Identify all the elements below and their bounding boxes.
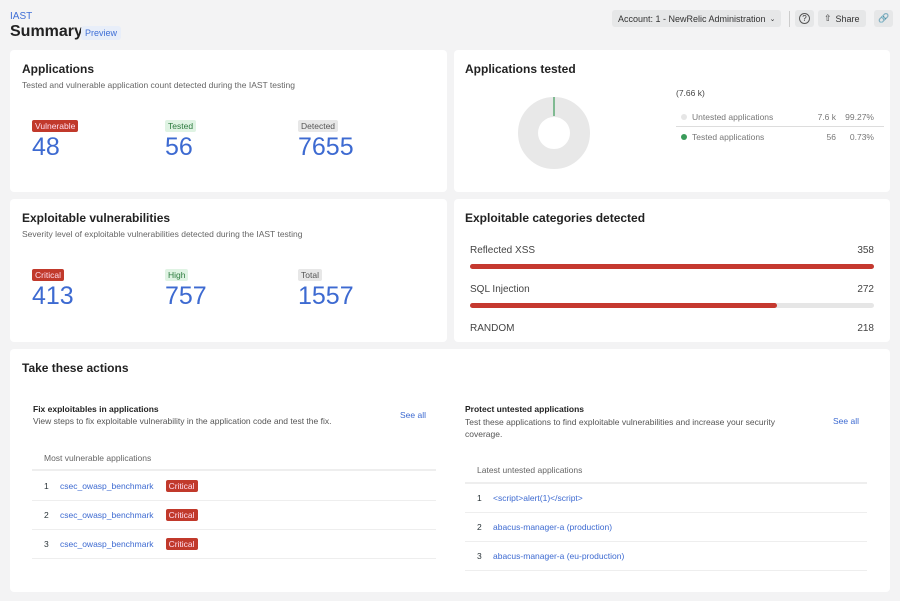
stat-total: Total 1557 bbox=[298, 265, 354, 310]
legend-row-untested[interactable]: Untested applications 7.6 k 99.27% bbox=[676, 107, 884, 127]
stat-value: 757 bbox=[165, 282, 207, 310]
fix-desc: View steps to fix exploitable vulnerabil… bbox=[33, 416, 332, 426]
category-reflected-xss[interactable]: Reflected XSS 358 bbox=[470, 245, 874, 269]
stat-value: 7655 bbox=[298, 133, 354, 161]
account-label: Account: 1 - NewRelic Administration bbox=[618, 13, 766, 24]
row-rank: 3 bbox=[477, 551, 482, 561]
category-bar bbox=[470, 264, 874, 269]
stat-label: Detected bbox=[298, 120, 339, 132]
legend-pct: 0.73% bbox=[849, 132, 874, 142]
protect-desc: Test these applications to find exploita… bbox=[465, 417, 775, 439]
card-title: Exploitable categories detected bbox=[465, 211, 646, 225]
share-label: Share bbox=[835, 13, 860, 24]
card-title: Take these actions bbox=[22, 361, 129, 375]
stat-label: Critical bbox=[32, 269, 64, 281]
category-sql-injection[interactable]: SQL Injection 272 bbox=[470, 284, 874, 308]
app-link[interactable]: csec_owasp_benchmark bbox=[60, 510, 154, 520]
share-icon: ⇧ bbox=[824, 13, 832, 23]
row-rank: 3 bbox=[44, 539, 49, 549]
card-subtitle: Tested and vulnerable application count … bbox=[22, 80, 295, 90]
legend-total: (7.66 k) bbox=[676, 88, 705, 98]
fix-title: Fix exploitables in applications bbox=[33, 404, 159, 414]
category-bar-track bbox=[470, 264, 874, 269]
legend-pct: 99.27% bbox=[845, 111, 874, 122]
exploitable-vulnerabilities-card: Exploitable vulnerabilities Severity lev… bbox=[10, 199, 447, 342]
legend-value: 7.6 k bbox=[817, 111, 836, 122]
protect-table-header: Latest untested applications bbox=[465, 458, 867, 484]
legend-label: Untested applications bbox=[692, 111, 774, 122]
table-row: 3 abacus-manager-a (eu-production) bbox=[465, 542, 867, 571]
category-label: RANDOM bbox=[470, 323, 515, 334]
stat-label: Total bbox=[298, 269, 322, 281]
card-subtitle: Severity level of exploitable vulnerabil… bbox=[22, 229, 303, 239]
stat-label: Tested bbox=[165, 120, 197, 132]
stat-critical: Critical 413 bbox=[32, 265, 74, 310]
category-label: SQL Injection bbox=[470, 284, 530, 295]
protect-title: Protect untested applications bbox=[465, 404, 585, 414]
table-row: 2 abacus-manager-a (production) bbox=[465, 513, 867, 542]
fix-table-header: Most vulnerable applications bbox=[32, 447, 436, 471]
stat-value: 1557 bbox=[298, 282, 354, 310]
card-title: Applications bbox=[22, 62, 95, 76]
severity-badge: Critical bbox=[165, 509, 198, 521]
category-random[interactable]: RANDOM 218 bbox=[470, 323, 874, 334]
legend-row-tested[interactable]: Tested applications 56 0.73% bbox=[676, 127, 884, 147]
stat-high: High 757 bbox=[165, 265, 207, 310]
donut-chart bbox=[518, 97, 590, 169]
applications-tested-card: Applications tested (7.66 k) Untested ap… bbox=[454, 50, 890, 192]
legend-value: 56 bbox=[826, 132, 836, 142]
account-selector[interactable]: Account: 1 - NewRelic Administration ⌄ bbox=[612, 10, 782, 27]
category-value: 218 bbox=[857, 323, 874, 334]
stat-label: High bbox=[165, 269, 189, 281]
preview-badge: Preview bbox=[81, 26, 122, 40]
row-rank: 1 bbox=[44, 481, 49, 491]
table-row: 1 <script>alert(1)</script> bbox=[465, 484, 867, 513]
severity-badge: Critical bbox=[165, 538, 198, 550]
severity-badge: Critical bbox=[165, 480, 198, 492]
breadcrumb-iast[interactable]: IAST bbox=[10, 11, 33, 22]
stat-value: 48 bbox=[32, 133, 60, 161]
row-rank: 1 bbox=[477, 493, 482, 503]
stat-value: 413 bbox=[32, 282, 74, 310]
help-icon: ? bbox=[799, 13, 810, 24]
legend-label: Tested applications bbox=[692, 132, 765, 142]
table-row: 1 csec_owasp_benchmark Critical bbox=[32, 472, 436, 501]
app-link[interactable]: abacus-manager-a (eu-production) bbox=[493, 551, 625, 561]
link-icon: 🔗 bbox=[878, 13, 890, 23]
legend-dot bbox=[681, 113, 687, 120]
copy-link-button[interactable]: 🔗 bbox=[874, 10, 894, 27]
app-link[interactable]: csec_owasp_benchmark bbox=[60, 539, 154, 549]
divider bbox=[789, 11, 790, 27]
protect-see-all-link[interactable]: See all bbox=[833, 416, 859, 426]
legend-dot bbox=[681, 134, 687, 140]
stat-detected: Detected 7655 bbox=[298, 116, 354, 161]
table-row: 2 csec_owasp_benchmark Critical bbox=[32, 501, 436, 530]
card-title: Applications tested bbox=[465, 62, 576, 76]
exploitable-categories-card: Exploitable categories detected Reflecte… bbox=[454, 199, 890, 342]
actions-card: Take these actions Fix exploitables in a… bbox=[10, 349, 890, 592]
stat-label: Vulnerable bbox=[32, 120, 79, 132]
category-value: 358 bbox=[857, 245, 874, 256]
page-title: Summary bbox=[10, 23, 83, 40]
row-rank: 2 bbox=[44, 510, 49, 520]
stat-tested: Tested 56 bbox=[165, 116, 197, 161]
row-rank: 2 bbox=[477, 522, 482, 532]
category-value: 272 bbox=[857, 284, 874, 295]
table-row: 3 csec_owasp_benchmark Critical bbox=[32, 530, 436, 559]
category-bar bbox=[470, 303, 778, 308]
stat-value: 56 bbox=[165, 133, 193, 161]
card-title: Exploitable vulnerabilities bbox=[22, 211, 171, 225]
share-button[interactable]: ⇧ Share bbox=[818, 10, 866, 27]
app-link[interactable]: <script>alert(1)</script> bbox=[493, 493, 583, 503]
chevron-down-icon: ⌄ bbox=[769, 15, 776, 23]
applications-card: Applications Tested and vulnerable appli… bbox=[10, 50, 447, 192]
category-bar-track bbox=[470, 303, 874, 308]
app-link[interactable]: abacus-manager-a (production) bbox=[493, 522, 613, 532]
fix-see-all-link[interactable]: See all bbox=[400, 410, 426, 420]
category-label: Reflected XSS bbox=[470, 245, 536, 256]
stat-vulnerable: Vulnerable 48 bbox=[32, 116, 79, 161]
app-link[interactable]: csec_owasp_benchmark bbox=[60, 481, 154, 491]
help-button[interactable]: ? bbox=[795, 10, 814, 27]
